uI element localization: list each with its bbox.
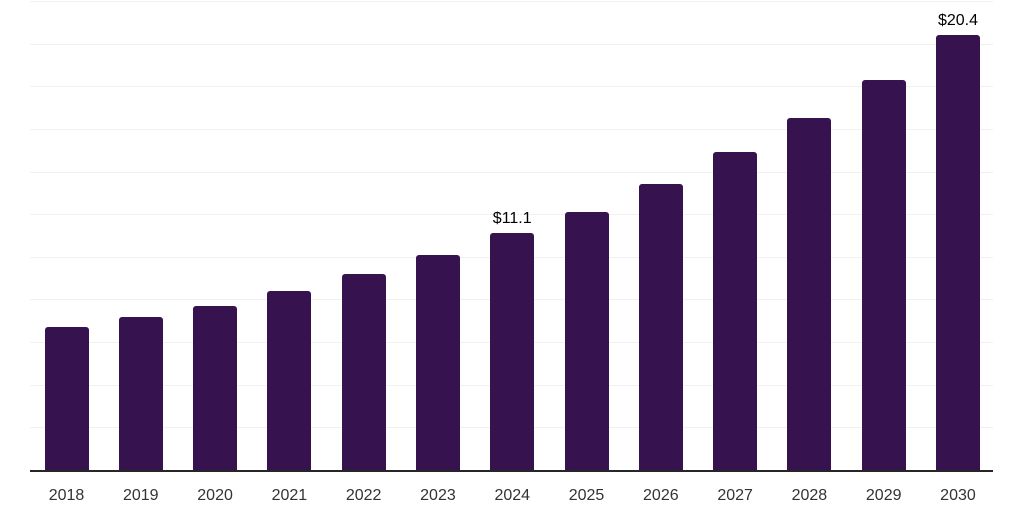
x-axis-labels: 2018 2019 2020 2021 2022 2023 2024 2025 2026 2027… xyxy=(0,486,1024,512)
gridline-18 xyxy=(30,86,993,88)
gridline-16 xyxy=(30,128,993,130)
gridline-22 xyxy=(30,1,993,2)
data-label-2030: $20.4 xyxy=(937,11,978,29)
x-tick-2026: 2026 xyxy=(643,487,679,504)
bar-2022[interactable] xyxy=(341,273,386,470)
gridline-20 xyxy=(30,43,993,45)
bar-2021[interactable] xyxy=(267,290,312,470)
x-tick-2019: 2019 xyxy=(122,487,159,504)
bar-2024[interactable] xyxy=(490,233,535,470)
bar-2019[interactable] xyxy=(118,316,163,470)
gridline-12 xyxy=(30,214,993,216)
x-tick-2023: 2023 xyxy=(420,487,456,504)
bar-2030[interactable] xyxy=(935,35,980,470)
x-tick-2018: 2018 xyxy=(48,487,85,504)
x-tick-2020: 2020 xyxy=(197,487,233,504)
bar-2026[interactable] xyxy=(638,184,683,470)
x-tick-2024: 2024 xyxy=(494,487,531,504)
x-tick-2028: 2028 xyxy=(791,487,828,504)
bar-2025[interactable] xyxy=(564,212,609,470)
x-tick-2021: 2021 xyxy=(271,487,308,504)
bar-2023[interactable] xyxy=(415,254,460,470)
x-axis-line xyxy=(30,470,993,472)
gridline-14 xyxy=(30,171,993,173)
bar-2020[interactable] xyxy=(193,305,238,470)
x-tick-2027: 2027 xyxy=(717,487,753,504)
x-tick-2030: 2030 xyxy=(940,487,976,504)
data-label-2024: $11.1 xyxy=(492,209,532,227)
bar-2029[interactable] xyxy=(861,79,906,470)
bar-2018[interactable] xyxy=(44,327,89,470)
bar-2028[interactable] xyxy=(787,118,832,470)
x-tick-2025: 2025 xyxy=(568,487,605,504)
bar-2027[interactable] xyxy=(713,152,758,470)
x-tick-2029: 2029 xyxy=(865,487,902,504)
x-tick-2022: 2022 xyxy=(345,487,382,504)
plot-area: $11.1 $20.4 xyxy=(30,0,993,472)
